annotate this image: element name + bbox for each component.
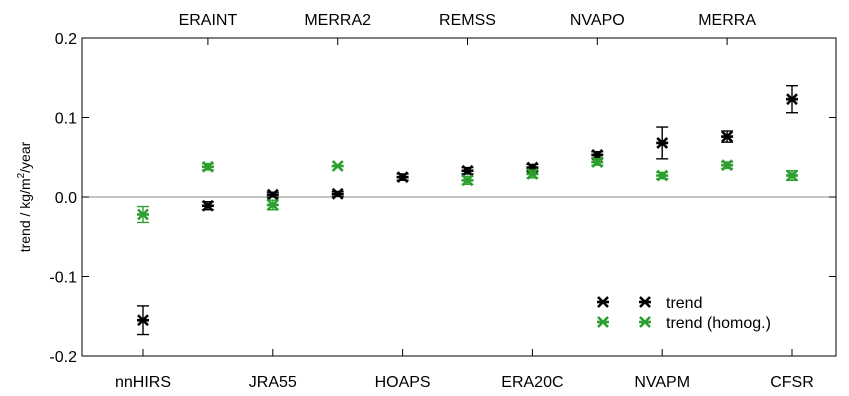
top-tick-label: MERRA xyxy=(698,12,756,29)
legend: trend trend (homog.) xyxy=(597,295,771,332)
x-tick-label: JRA55 xyxy=(249,374,297,391)
top-tick-label: MERRA2 xyxy=(304,12,371,29)
x-tick-label: CFSR xyxy=(770,374,814,391)
series xyxy=(137,156,798,224)
data-point xyxy=(137,208,149,221)
top-tick-label: NVAPO xyxy=(570,12,625,29)
y-tick-label: -0.1 xyxy=(49,270,77,287)
y-axis-title: trend / kg/m2/year xyxy=(16,141,33,252)
x-tick-label: NVAPM xyxy=(634,374,690,391)
data-point xyxy=(639,296,651,308)
data-point xyxy=(201,160,214,173)
series-layer xyxy=(137,84,798,336)
series xyxy=(137,84,798,336)
data-point xyxy=(597,296,609,308)
data-point xyxy=(461,164,474,177)
data-point xyxy=(266,188,279,201)
data-point xyxy=(331,187,344,200)
y-tick-label: 0.2 xyxy=(55,31,77,48)
y-axis-title-part: /year xyxy=(17,141,33,172)
x-tick-label: HOAPS xyxy=(375,374,431,391)
y-tick-label: 0.1 xyxy=(55,111,77,128)
data-point xyxy=(656,137,669,149)
x-tick-label: nnHIRS xyxy=(115,374,171,391)
y-axis-title-superscript: 2 xyxy=(16,172,27,178)
data-point xyxy=(137,314,149,327)
data-point xyxy=(591,156,604,168)
data-point xyxy=(461,174,474,187)
top-tick-label: REMSS xyxy=(439,12,496,29)
data-point xyxy=(526,168,539,180)
data-point xyxy=(597,316,609,328)
data-point xyxy=(721,159,734,172)
y-axis: 0.2 0.1 0.0 -0.1 -0.2 xyxy=(49,31,836,366)
y-tick-label: 0.0 xyxy=(55,190,77,207)
legend-label: trend (homog.) xyxy=(666,315,771,332)
top-axis: ERAINT MERRA2 REMSS NVAPO MERRA xyxy=(179,12,756,45)
data-point xyxy=(331,160,344,172)
data-point xyxy=(786,169,798,182)
legend-label: trend xyxy=(666,295,702,312)
data-point xyxy=(656,169,669,182)
y-axis-title-part: trend / kg/m xyxy=(17,178,33,252)
data-point xyxy=(266,199,279,211)
x-axis: nnHIRS JRA55 HOAPS ERA20C NVAPM CFSR xyxy=(115,349,814,391)
x-tick-label: ERA20C xyxy=(501,374,563,391)
top-tick-label: ERAINT xyxy=(179,12,238,29)
data-point xyxy=(639,316,651,328)
y-tick-label: -0.2 xyxy=(49,349,77,366)
data-point xyxy=(721,130,734,143)
data-point xyxy=(201,199,214,212)
data-point xyxy=(786,93,798,106)
data-point xyxy=(396,171,409,184)
